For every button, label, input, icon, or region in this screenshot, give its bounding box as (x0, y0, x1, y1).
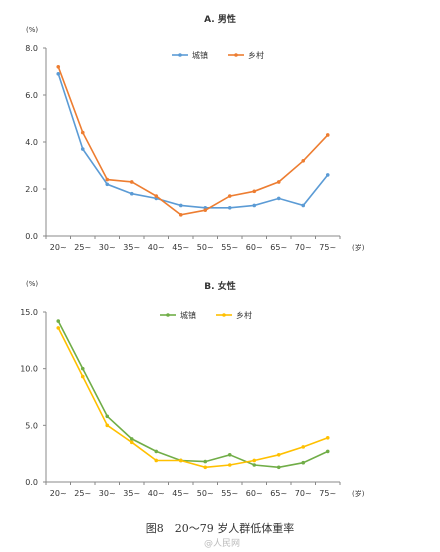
data-point (105, 423, 110, 428)
x-unit-label: (岁) (352, 489, 365, 498)
chart-title: A. 男性 (204, 13, 236, 25)
series-line (57, 320, 329, 469)
data-point (227, 206, 232, 210)
data-point (80, 374, 85, 379)
data-point (227, 453, 232, 457)
data-point (325, 436, 330, 440)
data-point (80, 130, 85, 135)
y-tick-label: 5.0 (25, 421, 38, 430)
y-tick-label: 6.0 (25, 91, 38, 100)
legend-label: 城镇 (192, 50, 208, 60)
data-point (325, 133, 330, 137)
data-point (56, 326, 61, 330)
chart-title: B. 女性 (204, 280, 235, 292)
legend-swatch-marker (178, 53, 182, 57)
y-tick-label: 8.0 (25, 44, 38, 53)
x-tick-label: 40~ (148, 243, 165, 252)
x-tick-label: 75~ (319, 489, 336, 498)
data-point (203, 208, 208, 212)
data-point (80, 147, 85, 151)
x-tick-label: 70~ (295, 489, 312, 498)
x-tick-label: 20~ (50, 243, 67, 252)
x-tick-label: 35~ (123, 489, 140, 498)
data-point (252, 463, 257, 467)
y-tick-label: 2.0 (25, 185, 38, 194)
data-point (301, 460, 306, 465)
data-point (56, 72, 61, 76)
data-point (227, 463, 232, 467)
y-tick-label: 10.0 (20, 365, 38, 374)
data-point (325, 173, 330, 177)
legend-label: 乡村 (248, 50, 264, 60)
x-tick-label: 30~ (99, 243, 116, 252)
series-line (57, 66, 329, 216)
x-tick-label: 20~ (50, 489, 67, 498)
legend-swatch-marker (166, 313, 170, 317)
x-tick-label: 60~ (246, 489, 263, 498)
x-tick-label: 25~ (74, 489, 91, 498)
legend-swatch-marker (234, 53, 238, 57)
data-point (154, 449, 159, 454)
x-tick-label: 55~ (221, 489, 238, 498)
data-point (227, 194, 232, 198)
data-point (129, 180, 134, 184)
data-point (301, 445, 306, 449)
data-point (301, 203, 306, 208)
data-point (105, 177, 110, 182)
watermark: @人民网 (204, 539, 241, 549)
x-tick-label: 75~ (319, 243, 336, 252)
x-tick-label: 40~ (148, 489, 165, 498)
x-tick-label: 60~ (246, 243, 263, 252)
x-unit-label: (岁) (352, 243, 365, 252)
y-tick-label: 15.0 (20, 308, 38, 317)
data-point (105, 414, 110, 419)
data-point (276, 465, 281, 470)
x-tick-label: 45~ (172, 243, 189, 252)
x-tick-label: 50~ (197, 489, 214, 498)
data-point (154, 458, 159, 463)
x-tick-label: 55~ (221, 243, 238, 252)
legend-label: 城镇 (180, 310, 196, 320)
data-point (105, 182, 110, 187)
legend-swatch-marker (222, 313, 226, 317)
data-point (301, 159, 306, 163)
x-tick-label: 30~ (99, 489, 116, 498)
data-point (178, 458, 183, 463)
x-tick-label: 65~ (270, 243, 287, 252)
data-point (203, 459, 208, 464)
figure: A. 男性 (%) 0.0 2.0 4.0 6.0 8.0 20~ 25~ 30~ 35~ 40~ 45… (20, 13, 365, 498)
data-point (129, 440, 134, 445)
data-point (203, 465, 208, 470)
data-point (325, 449, 330, 454)
data-point (252, 189, 257, 194)
y-tick-label: 4.0 (25, 138, 38, 147)
x-tick-label: 65~ (270, 489, 287, 498)
series-line (57, 327, 329, 469)
x-tick-label: 45~ (172, 489, 189, 498)
x-tick-label: 70~ (295, 243, 312, 252)
x-tick-label: 25~ (74, 243, 91, 252)
x-tick-label: 35~ (123, 243, 140, 252)
x-tick-label: 50~ (197, 243, 214, 252)
figure-caption: 图8 20～79 岁人群低体重率 (145, 522, 295, 535)
data-point (276, 180, 281, 184)
y-unit-label: (%) (26, 280, 38, 288)
data-point (178, 213, 183, 217)
data-point (56, 65, 61, 69)
data-point (252, 203, 257, 208)
data-point (56, 319, 61, 323)
data-point (129, 437, 134, 441)
data-point (154, 194, 159, 198)
series-line (57, 73, 329, 209)
data-point (276, 196, 281, 201)
data-point (252, 458, 257, 463)
y-tick-label: 0.0 (25, 232, 38, 241)
data-point (129, 191, 134, 196)
y-unit-label: (%) (26, 26, 38, 34)
legend-label: 乡村 (236, 310, 252, 320)
data-point (276, 453, 281, 457)
data-point (178, 203, 183, 208)
y-tick-label: 0.0 (25, 478, 38, 487)
data-point (80, 366, 85, 371)
